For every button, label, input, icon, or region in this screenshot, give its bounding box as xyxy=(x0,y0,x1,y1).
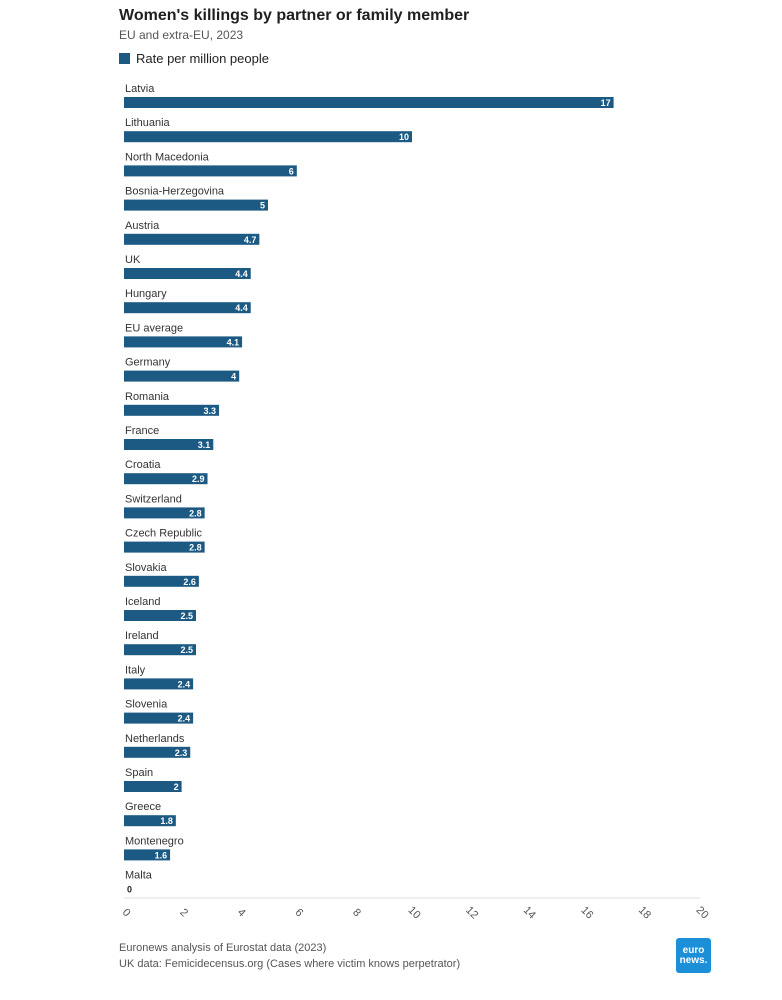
bar xyxy=(124,575,199,587)
category-label: France xyxy=(125,425,159,437)
bar xyxy=(124,678,194,690)
data-label: 1.6 xyxy=(155,850,168,860)
category-label: Iceland xyxy=(125,596,160,608)
category-label: Bosnia-Herzegovina xyxy=(125,186,225,198)
category-label: Czech Republic xyxy=(125,528,203,540)
bar xyxy=(124,233,260,245)
chart-title: Women's killings by partner or family me… xyxy=(119,7,470,24)
bar xyxy=(124,507,205,519)
category-label: EU average xyxy=(125,322,183,334)
bar xyxy=(124,473,208,485)
category-label: Lithuania xyxy=(125,117,171,129)
bar xyxy=(124,712,194,724)
category-label: Italy xyxy=(125,664,146,676)
data-label: 3.1 xyxy=(198,440,211,450)
bar xyxy=(124,849,171,861)
bar xyxy=(124,644,196,656)
data-label: 2.8 xyxy=(189,508,202,518)
category-label: Switzerland xyxy=(125,493,182,505)
bar xyxy=(124,439,214,450)
data-label: 4.7 xyxy=(244,235,257,245)
logo-text-line1: euro xyxy=(682,944,705,956)
data-label: 5 xyxy=(260,201,265,211)
x-tick-label: 2 xyxy=(177,906,190,919)
x-tick-label: 16 xyxy=(578,904,595,921)
category-label: Latvia xyxy=(125,83,155,95)
bar xyxy=(124,199,268,211)
data-label: 2.4 xyxy=(178,714,191,724)
data-label: 2.9 xyxy=(192,474,205,484)
category-label: Slovenia xyxy=(125,699,168,711)
data-label: 4.4 xyxy=(235,303,248,313)
data-label: 0 xyxy=(127,885,132,895)
x-tick-label: 6 xyxy=(293,906,306,919)
chart-subtitle: EU and extra-EU, 2023 xyxy=(119,28,244,42)
bar xyxy=(124,97,614,108)
bar xyxy=(124,131,412,143)
x-tick-label: 20 xyxy=(694,904,711,921)
bar xyxy=(124,302,251,314)
x-tick-label: 10 xyxy=(406,904,423,921)
source-note: Euronews analysis of Eurostat data (2023… xyxy=(119,942,327,954)
category-label: Spain xyxy=(125,767,153,779)
bar xyxy=(124,610,196,621)
category-label: Germany xyxy=(125,357,171,369)
data-label: 4 xyxy=(231,372,236,382)
bar xyxy=(124,404,220,416)
data-label: 2.5 xyxy=(180,611,193,621)
category-label: Malta xyxy=(125,870,153,882)
x-tick-label: 4 xyxy=(235,906,248,919)
x-tick-label: 18 xyxy=(636,904,653,921)
data-label: 2.5 xyxy=(180,645,193,655)
bar xyxy=(124,746,191,758)
data-label: 3.3 xyxy=(204,406,217,416)
data-label: 2.8 xyxy=(189,543,202,553)
category-label: Ireland xyxy=(125,630,159,642)
data-label: 6 xyxy=(289,166,294,176)
category-label: Hungary xyxy=(125,288,167,300)
x-tick-label: 12 xyxy=(463,904,480,921)
category-label: Greece xyxy=(125,801,161,813)
data-label: 1.8 xyxy=(160,816,173,826)
bar xyxy=(124,165,297,177)
category-label: Slovakia xyxy=(125,562,167,574)
legend-label: Rate per million people xyxy=(136,51,269,66)
category-label: Romania xyxy=(125,391,170,403)
category-label: Croatia xyxy=(125,459,161,471)
data-label: 2 xyxy=(174,782,179,792)
x-tick-label: 8 xyxy=(350,906,363,919)
bar xyxy=(124,815,176,827)
euronews-logo[interactable]: euro news. xyxy=(676,938,711,973)
bar xyxy=(124,336,243,348)
data-label: 4.1 xyxy=(227,337,240,347)
data-label: 2.4 xyxy=(178,679,191,689)
data-label: 2.6 xyxy=(183,577,196,587)
bar xyxy=(124,268,251,279)
category-label: UK xyxy=(125,254,141,266)
category-label: Austria xyxy=(125,220,160,232)
x-tick-label: 0 xyxy=(120,906,133,919)
source-note-uk: UK data: Femicidecensus.org (Cases where… xyxy=(119,958,461,970)
bar xyxy=(124,370,240,382)
bar xyxy=(124,541,205,553)
category-label: Montenegro xyxy=(125,835,184,847)
data-label: 10 xyxy=(399,132,409,142)
data-label: 17 xyxy=(601,98,611,108)
legend: Rate per million people xyxy=(119,51,269,66)
legend-swatch xyxy=(119,53,130,64)
bar xyxy=(124,781,182,792)
x-tick-label: 14 xyxy=(521,904,538,921)
category-label: North Macedonia xyxy=(125,151,210,163)
bar-chart: Latvia 17 Lithuania 10 North Macedonia 6 Bosni… xyxy=(120,83,711,921)
data-label: 4.4 xyxy=(235,269,248,279)
data-label: 2.3 xyxy=(175,748,188,758)
logo-text-line2: news. xyxy=(679,954,708,966)
category-label: Netherlands xyxy=(125,733,185,745)
